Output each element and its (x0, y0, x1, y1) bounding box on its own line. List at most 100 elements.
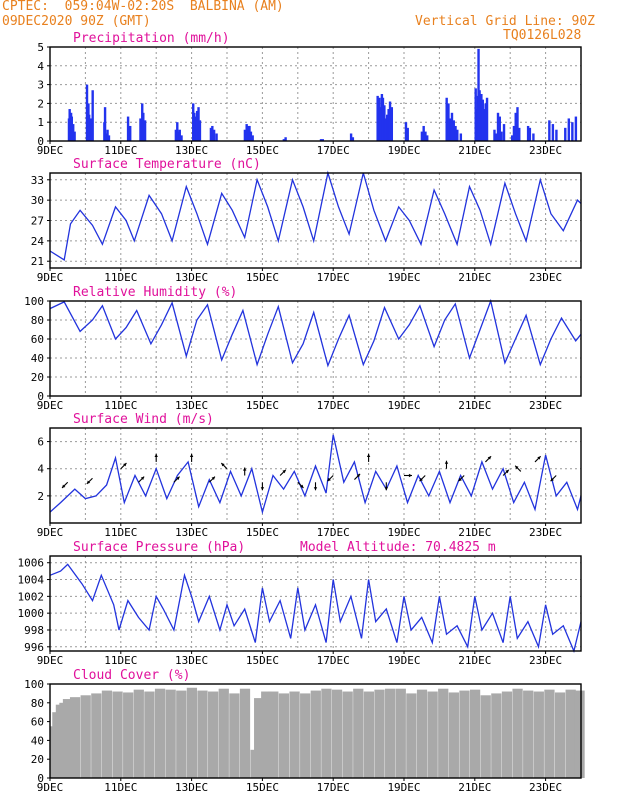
precip-bar (195, 110, 199, 141)
wind-vector-head (282, 469, 286, 474)
precip-bar (174, 129, 178, 141)
x-tick-label: 15DEC (246, 399, 279, 412)
wind-vector-head (366, 453, 371, 457)
precip-bar (426, 135, 429, 141)
precip-bar (548, 120, 551, 141)
precip-bar (500, 131, 503, 141)
x-tick-label: 21DEC (458, 781, 491, 794)
wind-vector-head (505, 469, 509, 474)
x-tick-label: 9DEC (37, 271, 64, 284)
cloud-cover-bar (254, 698, 265, 778)
y-tick-label: 1004 (18, 574, 45, 587)
x-tick-label: 23DEC (529, 144, 562, 157)
precip-bar (422, 125, 425, 141)
wind-vector-head (189, 453, 194, 457)
precip-bar (72, 124, 75, 141)
cloud-cover-bar (176, 690, 187, 778)
precip-bar (142, 112, 145, 141)
precip-bar (518, 127, 521, 141)
series-line (49, 434, 582, 515)
precip-bar (215, 133, 218, 141)
y-tick-label: 4 (37, 60, 44, 73)
y-tick-label: 0 (37, 135, 44, 148)
x-tick-label: 21DEC (458, 526, 491, 539)
x-tick-label: 19DEC (387, 271, 420, 284)
x-tick-label: 13DEC (175, 271, 208, 284)
precip-bar (480, 94, 483, 141)
cloud-cover-bar (133, 689, 144, 778)
cloud-cover-bar (208, 691, 219, 778)
x-tick-label: 17DEC (317, 781, 350, 794)
precip-bar (478, 90, 481, 141)
wind-vector-head (408, 473, 412, 478)
cloud-cover-bar (395, 688, 406, 778)
y-tick-label: 4 (37, 463, 44, 476)
precip-bar (456, 129, 459, 141)
cloud-cover-bar (554, 692, 566, 778)
cloud-cover-bar (469, 689, 481, 778)
precip-bar (574, 116, 578, 141)
y-tick-label: 0 (37, 390, 44, 403)
panel-frame (49, 46, 582, 142)
precip-bar (176, 122, 179, 141)
precip-bar (532, 133, 535, 141)
wind-vector-head (515, 465, 519, 470)
y-tick-label: 998 (24, 624, 44, 637)
panel-title: Precipitation (mm/h) (73, 31, 230, 46)
cloud-cover-bar (438, 688, 449, 778)
precip-bar (564, 127, 567, 141)
precip-bar (197, 107, 200, 141)
precip-bar (73, 131, 76, 141)
wind-vector-head (550, 477, 554, 482)
precip-bar (87, 114, 91, 141)
precip-bar (406, 127, 409, 141)
y-tick-label: 40 (31, 352, 44, 365)
wind-vector-head (140, 476, 145, 480)
cloud-cover-bar (416, 689, 428, 778)
panel-title: Cloud Cover (%) (73, 668, 190, 683)
precip-bar (445, 97, 448, 141)
cloud-cover-bar (374, 689, 385, 778)
cloud-cover-bar (565, 689, 576, 778)
x-tick-label: 13DEC (175, 144, 208, 157)
x-tick-label: 9DEC (37, 144, 64, 157)
y-tick-label: 1006 (18, 557, 45, 570)
panel-subtitle: Model Altitude: 70.4825 m (300, 540, 496, 555)
cloud-cover-bar (342, 691, 353, 778)
panel-title: Surface Wind (m/s) (73, 412, 214, 427)
precip-bar (454, 125, 457, 141)
precip-bar (571, 122, 574, 141)
wind-vector-head (221, 463, 225, 467)
x-tick-label: 9DEC (37, 399, 64, 412)
cloud-cover-bar (331, 689, 343, 778)
x-tick-label: 19DEC (387, 399, 420, 412)
wind-vector-head (211, 476, 215, 480)
cloud-cover-bar (62, 699, 74, 778)
precip-bar (245, 124, 248, 141)
header-grid-note: Vertical Grid Line: 90Z (415, 14, 596, 29)
cloud-cover-bar (91, 693, 102, 778)
x-tick-label: 15DEC (246, 526, 279, 539)
precip-bar (496, 112, 500, 141)
precip-bar (528, 127, 532, 141)
x-tick-label: 21DEC (458, 399, 491, 412)
cloud-cover-bar (186, 687, 198, 778)
precip-bar (381, 97, 385, 141)
wind-vector-head (444, 460, 449, 464)
x-tick-label: 23DEC (529, 781, 562, 794)
cloud-cover-bar (385, 688, 396, 778)
precip-bar (351, 137, 355, 141)
precip-bar (387, 109, 390, 141)
wind-vector-head (62, 484, 66, 488)
y-tick-label: 20 (31, 753, 44, 766)
precip-bar (485, 97, 489, 141)
precip-bar (452, 120, 455, 141)
x-tick-label: 19DEC (387, 526, 420, 539)
cloud-cover-bar (480, 695, 491, 778)
header-run-id: TQ0126L028 (503, 28, 582, 43)
y-tick-label: 60 (31, 333, 44, 346)
cloud-cover-bar (69, 697, 81, 778)
cloud-cover-bar (300, 693, 311, 778)
series-line (49, 170, 582, 261)
